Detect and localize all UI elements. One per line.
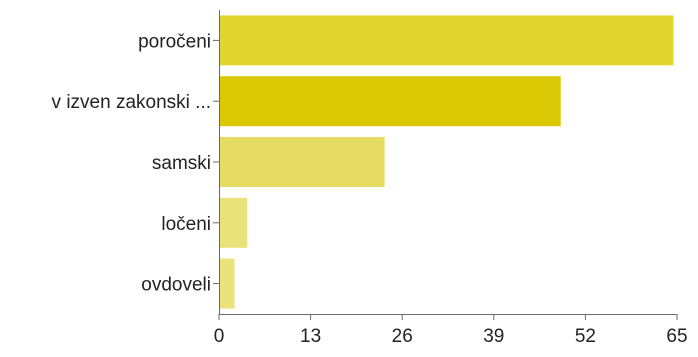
x-tick-label: 13 bbox=[300, 326, 321, 347]
bar-5 bbox=[219, 258, 235, 309]
category-label: ločeni bbox=[161, 214, 211, 235]
bars-layer bbox=[219, 15, 674, 309]
category-label: v izven zakonski ... bbox=[52, 92, 211, 113]
bar-2 bbox=[219, 76, 561, 127]
bar-1 bbox=[219, 15, 674, 66]
x-tick-label: 39 bbox=[483, 326, 504, 347]
x-tick-label: 0 bbox=[214, 326, 225, 347]
x-tick-label: 52 bbox=[575, 326, 596, 347]
bar-4 bbox=[219, 197, 248, 248]
labels-layer: poročeni v izven zakonski ... samski ločeni… bbox=[52, 31, 688, 347]
x-tick-label: 65 bbox=[666, 326, 687, 347]
x-tick-label: 26 bbox=[392, 326, 413, 347]
category-label: samski bbox=[152, 153, 211, 174]
category-label: poročeni bbox=[138, 31, 211, 52]
category-label: ovdoveli bbox=[141, 275, 211, 296]
bar-3 bbox=[219, 137, 385, 187]
axis-layer bbox=[213, 10, 678, 320]
